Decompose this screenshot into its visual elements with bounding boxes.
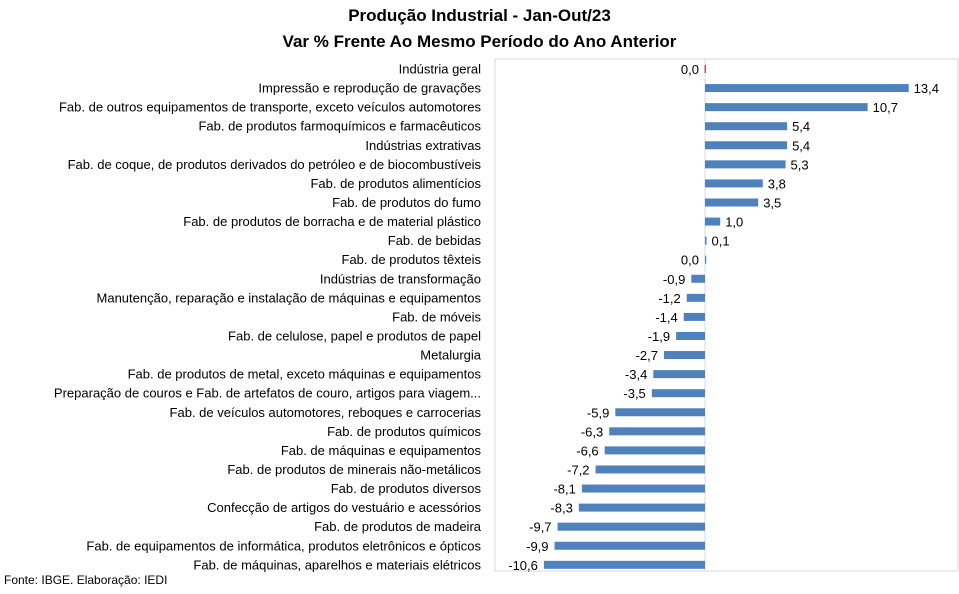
bar (705, 255, 707, 264)
bar (704, 65, 706, 73)
category-label: Fab. de produtos de borracha e de materi… (183, 214, 481, 229)
category-label: Indústrias extrativas (365, 138, 481, 153)
bar (554, 541, 705, 550)
data-label: 0,1 (712, 234, 730, 249)
data-label: 0,0 (681, 62, 699, 77)
bar (686, 293, 705, 302)
category-label: Fab. de veículos automotores, reboques e… (170, 405, 482, 420)
bar (595, 465, 705, 474)
data-label: -10,6 (508, 558, 538, 573)
bar (705, 160, 786, 169)
bar (705, 198, 759, 207)
data-label: -1,2 (658, 291, 680, 306)
data-label: -3,5 (623, 386, 645, 401)
data-label: 5,3 (791, 157, 809, 172)
data-label: -6,6 (576, 443, 598, 458)
bar (705, 217, 721, 226)
data-label: -9,9 (526, 539, 548, 554)
bar (705, 179, 763, 188)
category-label: Fab. de móveis (392, 309, 481, 324)
data-label: -6,3 (581, 424, 603, 439)
category-label: Impressão e reprodução de gravações (258, 81, 481, 96)
category-label: Fab. de produtos de metal, exceto máquin… (128, 367, 482, 382)
category-label: Fab. de produtos de minerais não-metálic… (227, 462, 481, 477)
category-label: Fab. de produtos de madeira (314, 519, 482, 534)
bar (609, 427, 705, 436)
bar (676, 331, 705, 340)
bar (705, 141, 788, 150)
chart-title: Produção Industrial - Jan-Out/23 (348, 6, 611, 25)
bar (581, 484, 705, 493)
category-label: Fab. de produtos químicos (327, 424, 481, 439)
plot-area (494, 58, 959, 572)
bar (691, 274, 705, 283)
bar (651, 389, 705, 398)
data-label: 1,0 (725, 215, 743, 230)
data-label: -9,7 (529, 520, 551, 535)
bar (663, 351, 705, 360)
data-label: -3,4 (625, 367, 647, 382)
data-label: -8,3 (550, 501, 572, 516)
category-label: Confecção de artigos do vestuário e aces… (207, 500, 481, 515)
category-label: Manutenção, reparação e instalação de má… (97, 290, 482, 305)
category-label: Fab. de produtos alimentícios (310, 176, 481, 191)
category-label: Fab. de máquinas e equipamentos (281, 443, 482, 458)
bar (543, 560, 705, 569)
chart-subtitle: Var % Frente Ao Mesmo Período do Ano Ant… (282, 32, 677, 51)
category-label: Fab. de produtos farmoquímicos e farmacê… (198, 119, 481, 134)
source-note: Fonte: IBGE. Elaboração: IEDI (4, 573, 168, 587)
data-label: 5,4 (792, 119, 810, 134)
data-label: -7,2 (567, 462, 589, 477)
bar (705, 84, 909, 93)
bar (604, 446, 705, 455)
bar (557, 522, 705, 531)
bar (705, 122, 788, 131)
bar (615, 408, 705, 417)
category-label: Fab. de equipamentos de informática, pro… (86, 538, 481, 553)
category-label: Indústria geral (399, 62, 481, 77)
bar (578, 503, 705, 512)
data-label: 3,8 (768, 176, 786, 191)
category-label: Fab. de produtos têxteis (342, 252, 482, 267)
data-label: 5,4 (792, 138, 810, 153)
category-label: Fab. de bebidas (388, 233, 482, 248)
category-label: Preparação de couros e Fab. de artefatos… (54, 386, 481, 401)
category-label: Fab. de produtos do fumo (332, 195, 481, 210)
bar (653, 370, 705, 379)
bar (683, 312, 705, 321)
category-label: Fab. de produtos diversos (331, 481, 482, 496)
bar (705, 103, 868, 112)
data-label: 0,0 (681, 253, 699, 268)
category-label: Metalurgia (420, 348, 481, 363)
data-label: -1,4 (655, 310, 677, 325)
data-label: -5,9 (587, 405, 609, 420)
data-label: -1,9 (648, 329, 670, 344)
category-label: Fab. de outros equipamentos de transport… (59, 100, 482, 115)
category-label: Fab. de celulose, papel e produtos de pa… (228, 328, 481, 343)
data-label: -8,1 (553, 482, 575, 497)
data-label: 10,7 (873, 100, 898, 115)
category-label: Fab. de máquinas, aparelhos e materiais … (193, 557, 481, 572)
bar (705, 236, 707, 245)
data-label: -0,9 (663, 272, 685, 287)
category-label: Fab. de coque, de produtos derivados do … (68, 157, 482, 172)
data-label: 13,4 (914, 81, 939, 96)
data-label: 3,5 (763, 195, 781, 210)
category-label: Indústrias de transformação (320, 271, 481, 286)
data-label: -2,7 (636, 348, 658, 363)
